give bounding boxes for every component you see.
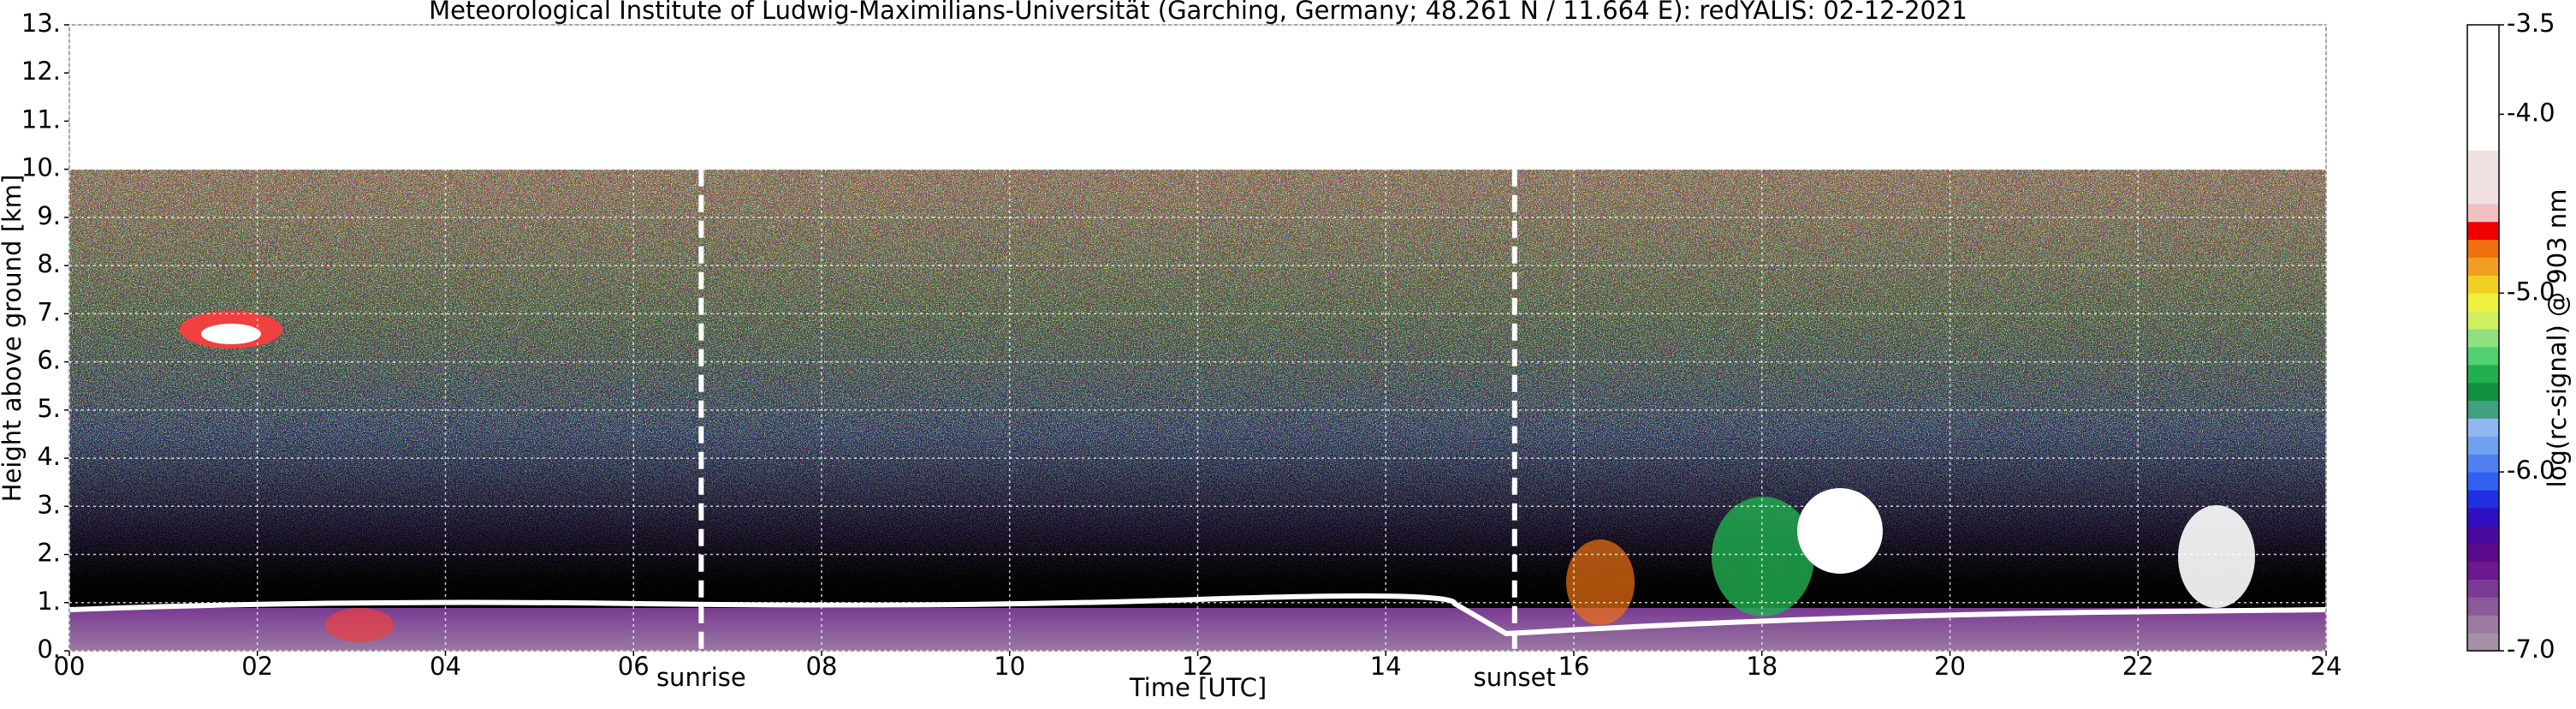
x-tick-label: 18 (1746, 652, 1778, 681)
colorbar-segment (2467, 525, 2499, 545)
x-axis-label: Time [UTC] (1129, 673, 1267, 702)
x-tick-label: 02 (241, 652, 273, 681)
colorbar-segment (2467, 185, 2499, 205)
colorbar-segment (2467, 221, 2499, 241)
annotation-label: sunrise (656, 663, 746, 692)
x-tick-label: 06 (618, 652, 650, 681)
x-tick-label: 04 (430, 652, 461, 681)
colorbar-segment (2467, 114, 2499, 133)
y-tick-label: 8. (37, 249, 61, 278)
colorbar-segment (2467, 96, 2499, 115)
colorbar-segment (2467, 454, 2499, 473)
colorbar-segment (2467, 561, 2499, 580)
x-tick-label: 16 (1558, 652, 1590, 681)
colorbar-segment (2467, 239, 2499, 259)
colorbar-segment (2467, 346, 2499, 366)
colorbar-segment (2467, 168, 2499, 187)
x-tick-label: 10 (994, 652, 1025, 681)
colorbar-segment (2467, 597, 2499, 616)
colorbar-segment (2467, 257, 2499, 276)
colorbar-segment (2467, 132, 2499, 151)
colorbar-segment (2467, 543, 2499, 563)
annotation-label: sunset (1474, 663, 1556, 692)
colorbar-segment (2467, 60, 2499, 80)
colorbar-segment (2467, 293, 2499, 312)
y-tick-label: 10. (21, 153, 61, 182)
y-tick-label: 11. (21, 104, 61, 134)
y-tick-label: 9. (37, 201, 61, 230)
x-tick-label: 12 (1182, 652, 1214, 681)
y-tick-label: 3. (37, 490, 61, 519)
colorbar-segment (2467, 275, 2499, 294)
x-tick-label: 24 (2311, 652, 2342, 681)
colorbar-segment (2467, 329, 2499, 348)
y-tick-label: 13. (21, 9, 61, 38)
colorbar-segment (2467, 579, 2499, 598)
chart-title: Meteorological Institute of Ludwig-Maxim… (429, 0, 1968, 25)
colorbar-segment (2467, 507, 2499, 527)
colorbar-segment (2467, 382, 2499, 402)
colorbar-tick-label: -7.0 (2507, 635, 2555, 664)
colorbar-segment (2467, 436, 2499, 455)
colorbar-segment (2467, 490, 2499, 509)
y-tick-label: 5. (37, 394, 61, 423)
x-tick-label: 14 (1370, 652, 1402, 681)
x-tick-label: 00 (54, 652, 86, 681)
colorbar-segment (2467, 418, 2499, 437)
colorbar-frame (2466, 24, 2500, 652)
colorbar-segment (2467, 400, 2499, 419)
colorbar-segment (2467, 150, 2499, 169)
y-tick-label: 2. (37, 539, 61, 568)
y-tick-label: 4. (37, 442, 61, 471)
colorbar-tick-label: -3.5 (2507, 9, 2555, 38)
y-tick-label: 7. (37, 297, 61, 326)
colorbar-segment (2467, 311, 2499, 330)
y-tick-label: 0. (37, 635, 61, 664)
colorbar-segment (2467, 364, 2499, 384)
x-tick-label: 20 (1934, 652, 1966, 681)
y-tick-label: 1. (37, 587, 61, 616)
colorbar-segment (2467, 78, 2499, 98)
colorbar-tick-label: -5.0 (2507, 277, 2555, 306)
colorbar-segment (2467, 633, 2499, 652)
x-tick-label: 08 (806, 652, 838, 681)
colorbar-label: log(rc-signal) @ 903 nm (2543, 189, 2572, 488)
colorbar-segment (2467, 203, 2499, 223)
y-axis-label: Height above ground [km] (0, 175, 27, 503)
y-tick-label: 12. (21, 57, 61, 86)
colorbar-segment (2467, 615, 2499, 634)
x-tick-label: 22 (2122, 652, 2154, 681)
colorbar-segment (2467, 472, 2499, 491)
colorbar-segment (2467, 42, 2499, 62)
colorbar-tick-label: -4.0 (2507, 98, 2555, 127)
colorbar-segment (2467, 25, 2499, 44)
y-tick-label: 6. (37, 346, 61, 375)
colorbar-tick-label: -6.0 (2507, 456, 2555, 485)
